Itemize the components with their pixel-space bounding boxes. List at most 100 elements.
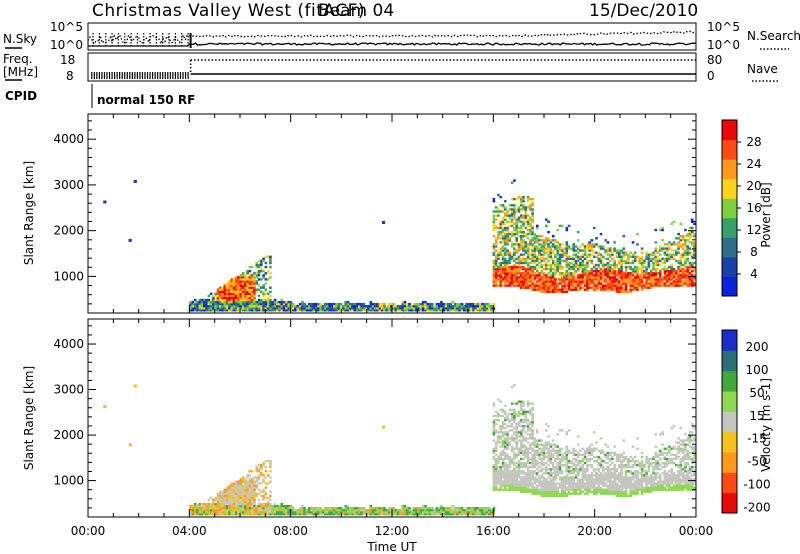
velocity-cell — [615, 478, 619, 481]
velocity-cell — [531, 459, 534, 463]
power-cell — [492, 228, 496, 232]
power-cell — [624, 261, 628, 265]
power-cell — [428, 302, 432, 306]
power-cell — [510, 267, 514, 271]
velocity-cell — [515, 478, 518, 481]
power-cell — [576, 230, 580, 234]
velocity-cell — [234, 494, 238, 497]
power-cell — [613, 288, 616, 291]
power-cell — [551, 243, 555, 246]
velocity-cell — [629, 494, 632, 497]
velocity-cell — [597, 457, 601, 461]
power-cell — [392, 305, 395, 308]
power-cell — [599, 272, 603, 275]
power-cell — [431, 302, 434, 306]
power-cell — [499, 261, 502, 265]
power-cell — [595, 278, 598, 281]
velocity-cell — [542, 480, 546, 483]
velocity-cell — [494, 466, 498, 469]
power-cell — [522, 253, 525, 256]
power-cell — [535, 284, 539, 287]
velocity-cell — [228, 488, 231, 491]
velocity-cell — [234, 504, 238, 508]
velocity-cell — [428, 513, 432, 516]
velocity-cell — [572, 490, 575, 493]
power-cell — [640, 261, 644, 265]
velocity-cell — [476, 509, 480, 512]
velocity-cell — [561, 429, 564, 432]
velocity-cell — [595, 472, 598, 475]
power-cell — [586, 282, 589, 285]
power-cell — [501, 235, 505, 238]
velocity-cell — [433, 511, 436, 514]
velocity-cell — [602, 476, 605, 479]
velocity-cell — [561, 457, 564, 461]
velocity-cell — [234, 502, 238, 506]
velocity-cell — [556, 449, 559, 452]
velocity-cell — [618, 472, 621, 475]
power-cell — [649, 286, 653, 289]
power-cell — [677, 232, 680, 236]
power-cell — [219, 292, 222, 295]
velocity-cell — [415, 509, 418, 512]
velocity-cell — [547, 451, 550, 454]
velocity-cell — [269, 476, 272, 479]
velocity-cell — [627, 478, 630, 481]
velocity-cell — [244, 486, 247, 489]
velocity-cell — [618, 474, 621, 477]
velocity-cell — [387, 513, 391, 516]
power-cell — [672, 257, 676, 260]
power-cell — [453, 305, 457, 308]
power-cell — [608, 284, 612, 287]
velocity-cell — [501, 472, 505, 475]
power-cell — [608, 282, 612, 285]
velocity-cell — [216, 509, 220, 512]
power-cell — [449, 302, 452, 306]
power-cell — [670, 253, 673, 256]
power-cell — [513, 276, 516, 279]
velocity-cell — [417, 511, 420, 514]
power-cell — [602, 261, 605, 265]
power-cell — [647, 255, 651, 258]
power-cell — [538, 274, 541, 277]
power-cell — [529, 218, 532, 221]
velocity-cell — [506, 472, 509, 475]
power-cell — [497, 267, 500, 271]
velocity-cell — [228, 496, 231, 499]
velocity-cell — [529, 433, 532, 436]
velocity-cell — [205, 502, 208, 506]
power-cell — [467, 307, 471, 310]
power-cell — [248, 278, 252, 281]
power-cell — [654, 257, 658, 260]
power-cell — [606, 282, 610, 285]
power-cell — [643, 259, 646, 263]
power-cell — [590, 286, 594, 289]
power-cell — [519, 230, 523, 234]
power-cell — [592, 276, 596, 279]
power-cell — [513, 257, 516, 260]
power-cell — [519, 208, 523, 211]
power-cell — [369, 309, 373, 312]
velocity-cell — [515, 484, 518, 487]
velocity-cell — [239, 498, 243, 502]
power-cell — [663, 267, 667, 271]
power-cell — [608, 263, 612, 267]
velocity-cell — [563, 455, 566, 459]
power-cell — [230, 288, 233, 291]
power-cell — [551, 276, 555, 279]
velocity-cell — [535, 449, 539, 452]
power-cell — [504, 276, 507, 279]
velocity-cell — [524, 490, 528, 493]
velocity-cell — [595, 492, 598, 495]
velocity-cell — [563, 488, 566, 491]
power-cell — [481, 309, 484, 312]
velocity-cell — [576, 464, 580, 467]
velocity-cell — [499, 437, 502, 440]
power-cell — [659, 263, 662, 267]
velocity-cell — [494, 482, 498, 485]
velocity-cell — [435, 513, 439, 516]
velocity-cell — [526, 453, 530, 456]
velocity-cell — [419, 509, 423, 512]
power-cell — [298, 302, 302, 306]
velocity-cell — [624, 466, 628, 469]
